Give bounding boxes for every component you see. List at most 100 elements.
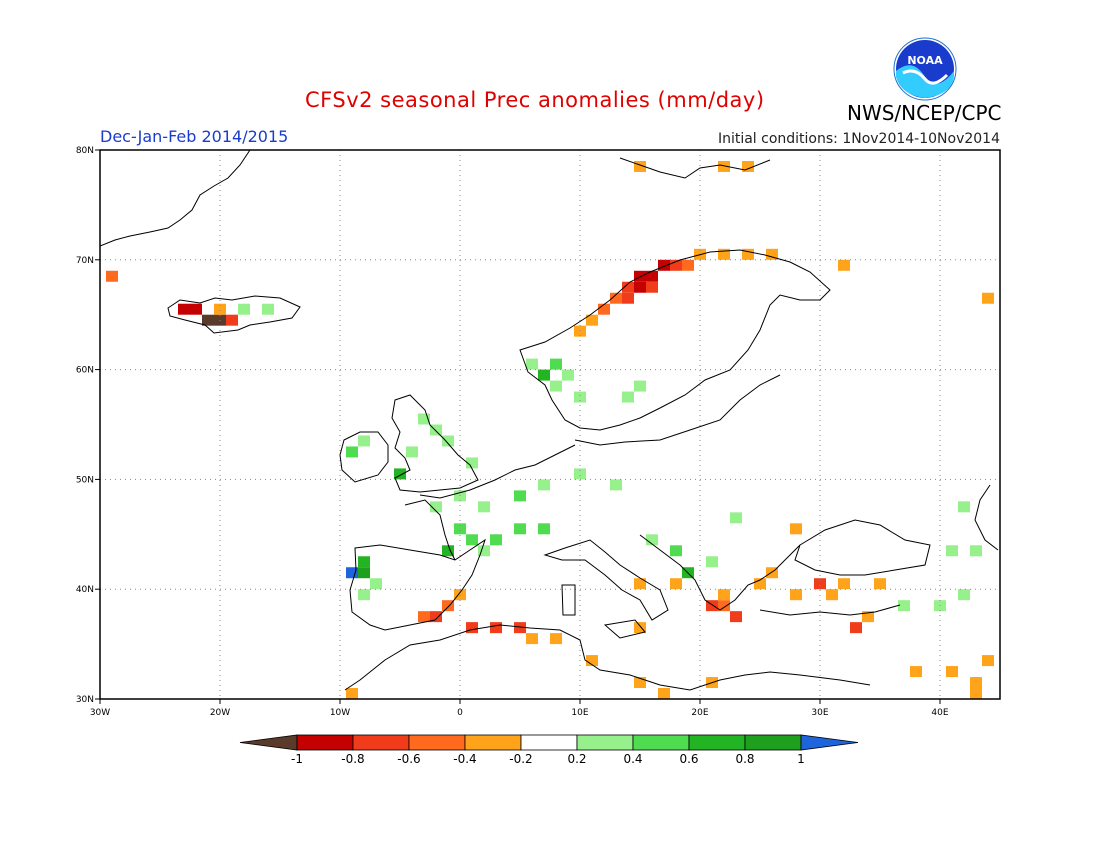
anomaly-cell — [838, 259, 850, 271]
anomaly-cell — [946, 545, 958, 557]
colorbar: -1 -0.8 -0.6 -0.4 -0.2 0.2 0.4 0.6 0.8 1 — [239, 734, 859, 766]
anomaly-cell — [442, 545, 454, 557]
anomaly-cell — [430, 424, 442, 436]
anomaly-cell — [586, 655, 598, 667]
ireland-coast — [339, 431, 389, 483]
anomaly-cell — [406, 446, 418, 458]
anomaly-cell — [982, 655, 994, 667]
anomaly-cell — [790, 589, 802, 601]
lon-tick-label: 20E — [691, 708, 708, 718]
anomaly-cell — [670, 259, 682, 271]
anomaly-cell — [538, 523, 550, 535]
anomaly-cell — [898, 600, 910, 612]
colorbar-max-arrow — [800, 734, 859, 751]
anomaly-cell — [970, 688, 982, 699]
anomaly-cell — [514, 622, 526, 634]
anomaly-cell — [346, 567, 358, 579]
anomaly-cell — [358, 589, 370, 601]
colorbar-segment — [408, 734, 466, 751]
colorbar-segment — [296, 734, 354, 751]
anomaly-cell — [718, 589, 730, 601]
anomaly-cells — [106, 160, 994, 699]
anomaly-cell — [466, 534, 478, 546]
map-background — [100, 150, 1000, 699]
anomaly-cell — [706, 556, 718, 568]
season-label: Dec-Jan-Feb 2014/2015 — [100, 127, 289, 146]
anomaly-cell — [634, 160, 646, 172]
anomaly-cell — [754, 578, 766, 590]
anomaly-cell — [850, 622, 862, 634]
anomaly-cell — [358, 556, 370, 568]
anomaly-cell — [466, 457, 478, 469]
colorbar-label: 0.4 — [623, 752, 642, 766]
anomaly-cell — [814, 578, 826, 590]
turkey-coast — [759, 604, 901, 616]
anomaly-cell — [226, 314, 238, 326]
lon-tick-label: 0 — [457, 708, 463, 718]
greenland-coast — [100, 150, 251, 247]
anomaly-cell — [418, 611, 430, 623]
lon-tick-label: 10E — [571, 708, 588, 718]
anomaly-cell — [646, 270, 658, 282]
italy-coast — [543, 539, 669, 621]
anomaly-cell — [598, 303, 610, 315]
anomaly-cell — [574, 468, 586, 480]
colorbar-segment — [352, 734, 410, 751]
lat-tick-label: 60N — [76, 366, 94, 376]
lat-tick-label: 50N — [76, 475, 94, 485]
anomaly-cell — [358, 567, 370, 579]
anomaly-cell — [214, 303, 226, 315]
graticule — [100, 150, 1000, 699]
anomaly-cell — [574, 325, 586, 337]
colorbar-label: 0.6 — [679, 752, 698, 766]
anomaly-cell — [946, 666, 958, 678]
anomaly-cell — [394, 468, 406, 480]
anomaly-cell — [610, 292, 622, 304]
anomaly-cell — [634, 380, 646, 392]
colorbar-segment — [520, 734, 578, 751]
black-sea-coast — [794, 519, 931, 576]
anomaly-cell — [910, 666, 922, 678]
colorbar-label: 0.2 — [567, 752, 586, 766]
anomaly-cell — [862, 611, 874, 623]
sicily-coast — [603, 619, 646, 639]
anomaly-cell — [970, 545, 982, 557]
anomaly-cell — [514, 523, 526, 535]
colorbar-segment — [576, 734, 634, 751]
anomaly-cell — [622, 292, 634, 304]
anomaly-cell — [646, 281, 658, 293]
anomaly-cell — [634, 622, 646, 634]
anomaly-cell — [430, 501, 442, 513]
scandinavia-coast — [519, 249, 831, 431]
anomaly-cell — [958, 589, 970, 601]
anomaly-cell — [262, 303, 274, 315]
anomaly-cell — [550, 358, 562, 370]
anomaly-cell — [634, 578, 646, 590]
anomaly-cell — [550, 633, 562, 645]
colorbar-label: -0.2 — [509, 752, 532, 766]
noaa-logo-text: NOAA — [907, 54, 943, 67]
britain-coast — [391, 394, 479, 493]
anomaly-cell — [442, 435, 454, 447]
colorbar-segment — [464, 734, 522, 751]
anomaly-cell — [958, 501, 970, 513]
anomaly-cell — [718, 160, 730, 172]
anomaly-cell — [838, 578, 850, 590]
anomaly-cell — [562, 369, 574, 381]
anomaly-cell — [730, 611, 742, 623]
svalbard-coast — [619, 157, 771, 179]
anomaly-cell — [466, 622, 478, 634]
anomaly-cell — [622, 281, 634, 293]
anomaly-cell — [442, 600, 454, 612]
lat-tick-label: 80N — [76, 146, 94, 156]
anomaly-cell — [766, 567, 778, 579]
lon-tick-label: 30W — [90, 708, 110, 718]
anomaly-cell — [526, 633, 538, 645]
anomaly-cell — [538, 479, 550, 491]
anomaly-cell — [826, 589, 838, 601]
anomaly-cell — [190, 303, 202, 315]
anomaly-cell — [766, 248, 778, 260]
anomaly-cell — [346, 688, 358, 699]
colorbar-label: -1 — [291, 752, 303, 766]
